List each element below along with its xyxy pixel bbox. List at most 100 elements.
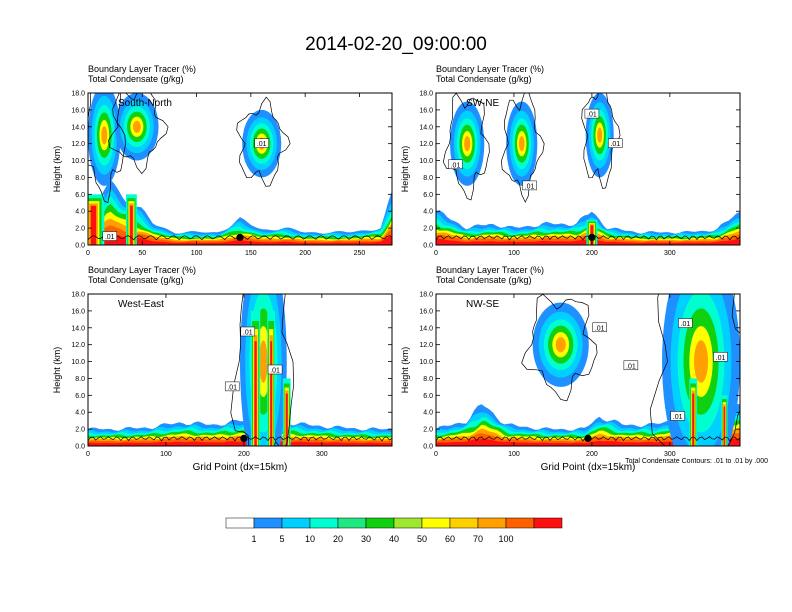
colorbar-swatch-5	[365, 517, 395, 529]
contour-label-box: .01	[224, 381, 240, 391]
x-tick-label: 250	[354, 250, 366, 257]
convective-column-0	[88, 194, 105, 245]
x-tick-label: 0	[434, 250, 438, 257]
convective-column-1	[721, 395, 728, 446]
tracer-plume-2	[585, 93, 614, 178]
contour-line-2	[236, 96, 291, 187]
y-tick-label: 14.0	[71, 124, 85, 131]
convective-column-1	[267, 310, 276, 446]
x-tick-label: 100	[508, 451, 520, 458]
x-tick-label: 200	[238, 451, 250, 458]
tracer-band-5	[88, 218, 392, 245]
contour-label: .01	[716, 355, 726, 362]
plume-ring-5	[101, 126, 108, 145]
contour-line-0	[230, 294, 295, 446]
colorbar-swatch-3	[309, 517, 339, 529]
y-tick-label: 2.0	[75, 226, 85, 233]
contour-label: .01	[626, 363, 636, 370]
storm-marker	[236, 233, 244, 241]
y-tick-label: 0.0	[423, 444, 433, 451]
y-tick-label: 8.0	[423, 376, 433, 383]
convective-column-0	[689, 378, 698, 446]
panel-label: SW-NE	[466, 98, 499, 109]
plume-ring-5	[132, 120, 141, 133]
y-tick-label: 0.0	[75, 243, 85, 250]
contour-label-box: .01	[584, 108, 600, 119]
contour-line-1	[108, 93, 169, 175]
panel-south-north: .01 .01 0.0 2.0 4.0 6.0 8.0 10.0 12.0 14.0 16.0 18.…	[52, 64, 393, 257]
contour-label-box: .01	[670, 411, 685, 421]
contour-label-box: .01	[623, 360, 639, 370]
contour-label: .01	[673, 414, 683, 421]
tracer-band-1	[88, 188, 392, 245]
colorbar-swatch-7	[421, 517, 451, 529]
tracer-field	[436, 294, 740, 446]
y-tick-label: 18.0	[419, 292, 433, 299]
panel-header-condensate: Total Condensate (g/kg)	[88, 275, 184, 285]
panel-header-tracer: Boundary Layer Tracer (%)	[88, 265, 196, 275]
column-band-4	[254, 341, 257, 446]
x-axis: 0 100 200 300	[434, 294, 676, 458]
plot-frame	[87, 293, 393, 447]
tracer-band-7	[88, 440, 392, 446]
y-tick-label: 12.0	[419, 342, 433, 349]
y-tick-label: 16.0	[419, 308, 433, 315]
x-tick-label: 300	[316, 451, 328, 458]
contour-label-box: .01	[240, 326, 256, 337]
panel-header-condensate: Total Condensate (g/kg)	[436, 275, 532, 285]
colorbar-swatch-10	[505, 517, 535, 529]
plot-frame	[435, 92, 741, 246]
colorbar-label: 40	[389, 534, 399, 544]
y-tick-label: 10.0	[71, 359, 85, 366]
x-tick-label: 50	[138, 250, 146, 257]
contour-label: .01	[451, 162, 461, 169]
contour-line-2	[581, 93, 621, 189]
x-axis: 0 100 200 300	[86, 294, 328, 458]
contour-label: .01	[525, 183, 535, 190]
convective-column-2	[282, 378, 291, 446]
storm-marker	[584, 434, 592, 442]
panel-header-condensate: Total Condensate (g/kg)	[88, 74, 184, 84]
y-axis-label: Height (km)	[400, 347, 410, 394]
colorbar-swatch-6	[393, 517, 423, 529]
y-tick-label: 10.0	[71, 158, 85, 165]
colorbar-label: 10	[305, 534, 315, 544]
colorbar-swatch-8	[449, 517, 479, 529]
y-tick-label: 4.0	[423, 410, 433, 417]
y-axis: 0.0 2.0 4.0 6.0 8.0 10.0 12.0 14.0 16.0 18.0	[419, 292, 740, 451]
tracer-field	[88, 294, 392, 446]
y-tick-label: 12.0	[71, 342, 85, 349]
y-tick-label: 12.0	[419, 141, 433, 148]
x-axis: 0 50 100 150 200 250	[86, 93, 365, 257]
tracer-band-0	[88, 179, 392, 245]
x-tick-label: 100	[508, 250, 520, 257]
y-tick-label: 14.0	[419, 325, 433, 332]
y-tick-label: 2.0	[423, 427, 433, 434]
figure-title: 2014-02-20_09:00:00	[305, 34, 487, 55]
y-tick-label: 0.0	[75, 444, 85, 451]
colorbar-label: 20	[333, 534, 343, 544]
panel-header-tracer: Boundary Layer Tracer (%)	[436, 265, 544, 275]
tracer-plume-0	[450, 101, 485, 186]
x-tick-label: 200	[586, 250, 598, 257]
contour-label: .01	[681, 321, 691, 328]
column-band-4	[723, 406, 726, 446]
tracer-plume-1	[115, 93, 159, 161]
x-axis-label: Grid Point (dx=15km)	[541, 462, 636, 473]
column-band-4	[270, 341, 273, 446]
contour-line-low	[88, 436, 392, 442]
y-tick-label: 4.0	[75, 209, 85, 216]
x-tick-label: 0	[86, 250, 90, 257]
x-tick-label: 150	[245, 250, 257, 257]
panel-sw-ne: .01 .01 .01 .01 0.0 2.0 4.0 6.0 8.0 10.0 12.0 14.0 1…	[400, 64, 741, 257]
y-tick-label: 2.0	[423, 226, 433, 233]
y-tick-label: 16.0	[71, 107, 85, 114]
tracer-band-7	[88, 233, 392, 245]
y-tick-label: 4.0	[75, 410, 85, 417]
y-axis: 0.0 2.0 4.0 6.0 8.0 10.0 12.0 14.0 16.0 18.0	[71, 91, 392, 250]
x-axis: 0 100 200 300	[434, 93, 676, 257]
y-axis-label: Height (km)	[52, 347, 62, 394]
x-tick-label: 100	[160, 451, 172, 458]
contour-line-0	[88, 93, 126, 204]
